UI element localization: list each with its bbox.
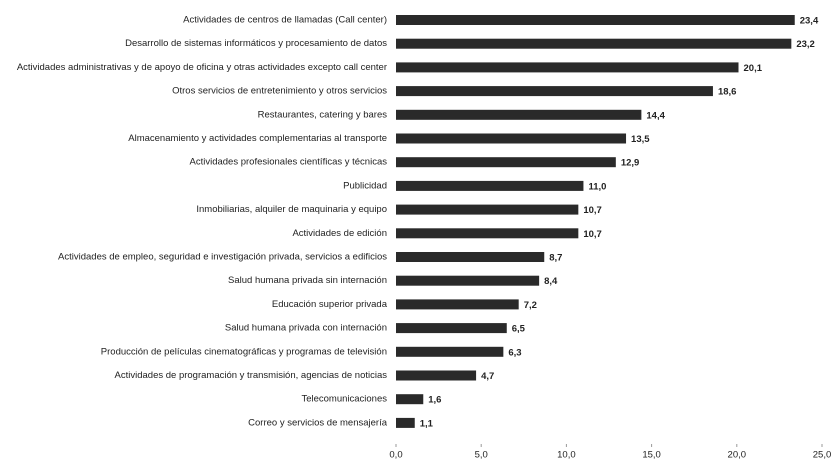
bar	[396, 180, 584, 191]
category-label: Restaurantes, catering y bares	[258, 109, 388, 120]
category-label: Publicidad	[343, 180, 387, 191]
value-label: 10,7	[583, 229, 602, 240]
bar	[396, 323, 507, 334]
category-label: Salud humana privada sin internación	[228, 275, 387, 286]
category-label: Salud humana privada con internación	[225, 323, 387, 334]
category-label: Actividades de centros de llamadas (Call…	[183, 15, 387, 26]
bar	[396, 86, 713, 97]
value-label: 1,6	[428, 395, 441, 406]
value-label: 10,7	[583, 205, 602, 216]
category-label: Inmobiliarias, alquiler de maquinaria y …	[196, 204, 387, 215]
category-label: Actividades de programación y transmisió…	[115, 370, 388, 381]
value-label: 23,4	[800, 16, 819, 27]
x-tick-label: 0,0	[389, 450, 402, 461]
bar	[396, 228, 579, 239]
value-label: 20,1	[744, 63, 763, 74]
category-label: Almacenamiento y actividades complementa…	[128, 133, 387, 144]
x-tick-label: 5,0	[475, 450, 488, 461]
category-label: Desarrollo de sistemas informáticos y pr…	[125, 38, 387, 49]
bar	[396, 299, 519, 310]
bar	[396, 133, 627, 144]
value-label: 6,5	[512, 324, 526, 335]
bar	[396, 38, 792, 49]
value-label: 13,5	[631, 134, 650, 145]
category-label: Actividades de edición	[292, 228, 387, 239]
value-label: 12,9	[621, 158, 640, 169]
bar	[396, 109, 642, 120]
category-label: Actividades de empleo, seguridad e inves…	[58, 252, 387, 263]
bar	[396, 204, 579, 215]
value-label: 7,2	[524, 300, 537, 311]
category-label: Educación superior privada	[272, 299, 388, 310]
x-tick-label: 10,0	[557, 450, 576, 461]
value-label: 4,7	[481, 371, 494, 382]
value-label: 23,2	[796, 39, 815, 50]
x-tick-label: 20,0	[728, 450, 747, 461]
bar	[396, 157, 616, 168]
category-label: Actividades administrativas y de apoyo d…	[17, 62, 387, 73]
bar	[396, 275, 540, 286]
value-label: 18,6	[718, 87, 737, 98]
category-label: Actividades profesionales científicas y …	[190, 157, 388, 168]
bar	[396, 370, 477, 381]
bar	[396, 417, 415, 428]
value-label: 1,1	[420, 418, 434, 429]
bar	[396, 394, 424, 405]
value-label: 8,4	[544, 276, 558, 287]
x-tick-label: 15,0	[642, 450, 661, 461]
value-label: 11,0	[588, 181, 606, 192]
category-label: Correo y servicios de mensajería	[248, 417, 388, 428]
category-label: Telecomunicaciones	[301, 394, 387, 405]
value-label: 14,4	[646, 110, 665, 121]
bar	[396, 252, 545, 262]
category-label: Producción de películas cinematográficas…	[101, 346, 387, 357]
category-label: Otros servicios de entretenimiento y otr…	[172, 86, 387, 97]
x-tick-label: 25,0	[813, 450, 832, 461]
value-label: 6,3	[508, 347, 521, 358]
bar	[396, 15, 795, 25]
bar	[396, 62, 739, 73]
bar	[396, 346, 504, 357]
value-label: 8,7	[549, 253, 562, 264]
